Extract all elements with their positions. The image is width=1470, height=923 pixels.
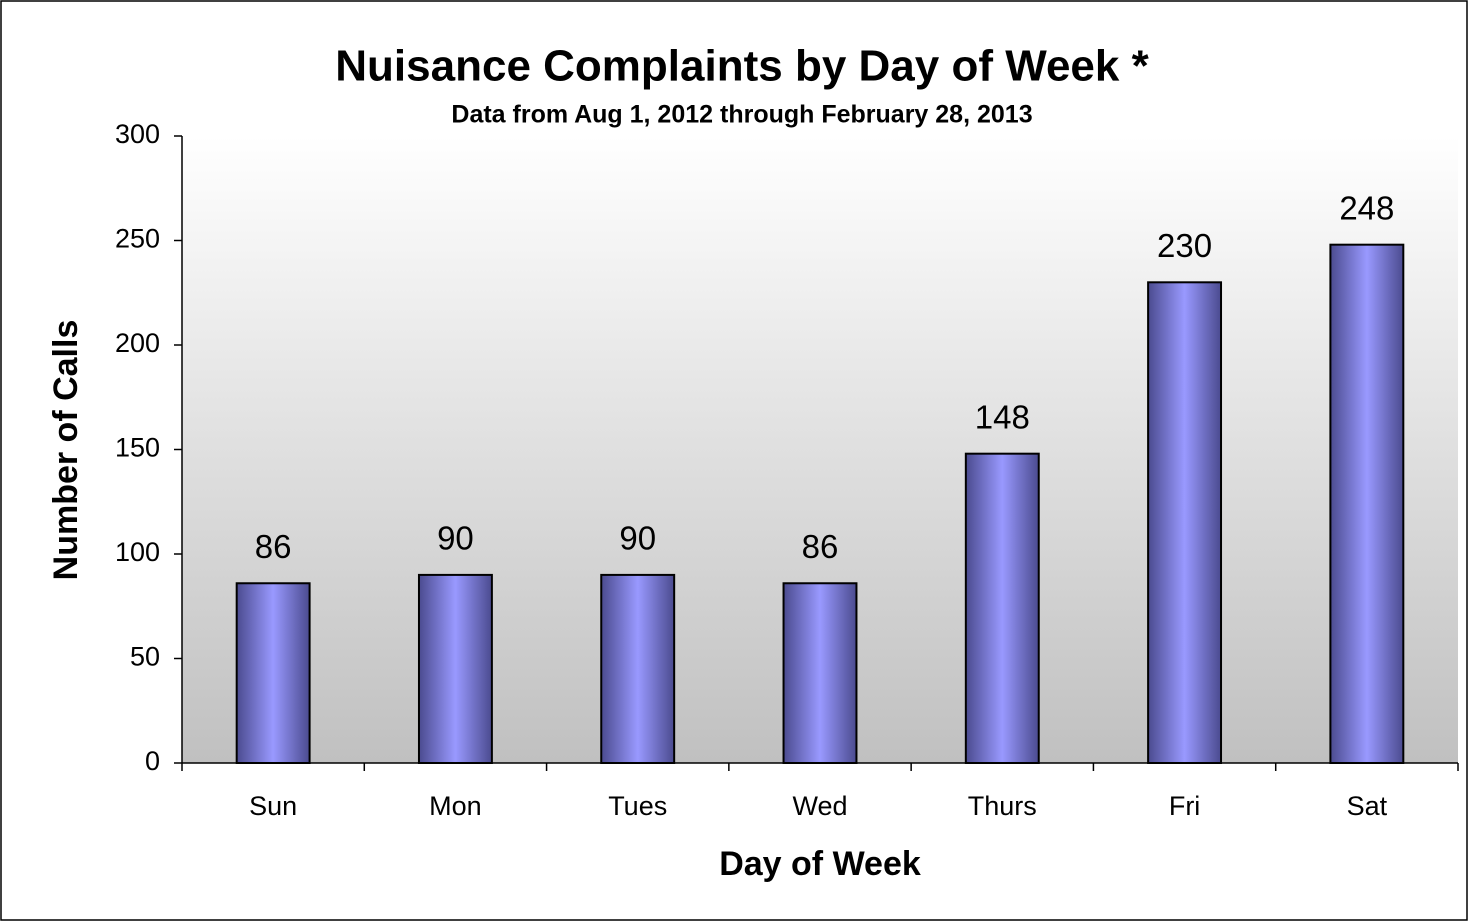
bar (1329, 243, 1405, 764)
bar (782, 582, 858, 765)
data-label: 90 (619, 520, 656, 557)
y-axis-label: Number of Calls (47, 320, 85, 581)
y-tick-label: 0 (145, 746, 160, 776)
y-tick-label: 100 (115, 537, 160, 567)
data-label: 148 (975, 398, 1030, 435)
x-tick-label: Thurs (968, 791, 1037, 821)
y-tick-label: 250 (115, 224, 160, 254)
data-label: 86 (802, 528, 839, 565)
x-tick-label: Fri (1169, 791, 1200, 821)
x-tick-label: Sat (1347, 791, 1388, 821)
chart-title: Nuisance Complaints by Day of Week * (335, 42, 1149, 91)
data-label: 90 (437, 520, 474, 557)
data-label: 248 (1339, 189, 1394, 226)
y-tick-label: 200 (115, 328, 160, 358)
bar (235, 582, 311, 765)
x-tick-label: Mon (429, 791, 482, 821)
y-tick-label: 300 (115, 119, 160, 149)
x-tick-label: Wed (792, 791, 847, 821)
x-axis-label: Day of Week (719, 845, 921, 883)
y-tick-label: 50 (130, 642, 160, 672)
data-label: 86 (255, 528, 292, 565)
bar (417, 573, 493, 765)
chart-subtitle: Data from Aug 1, 2012 through February 2… (451, 101, 1032, 129)
data-label: 230 (1157, 227, 1212, 264)
bar (1147, 281, 1223, 764)
bar (964, 452, 1040, 764)
bar (600, 573, 676, 765)
x-tick-label: Tues (608, 791, 667, 821)
y-tick-label: 150 (115, 433, 160, 463)
x-tick-label: Sun (249, 791, 297, 821)
